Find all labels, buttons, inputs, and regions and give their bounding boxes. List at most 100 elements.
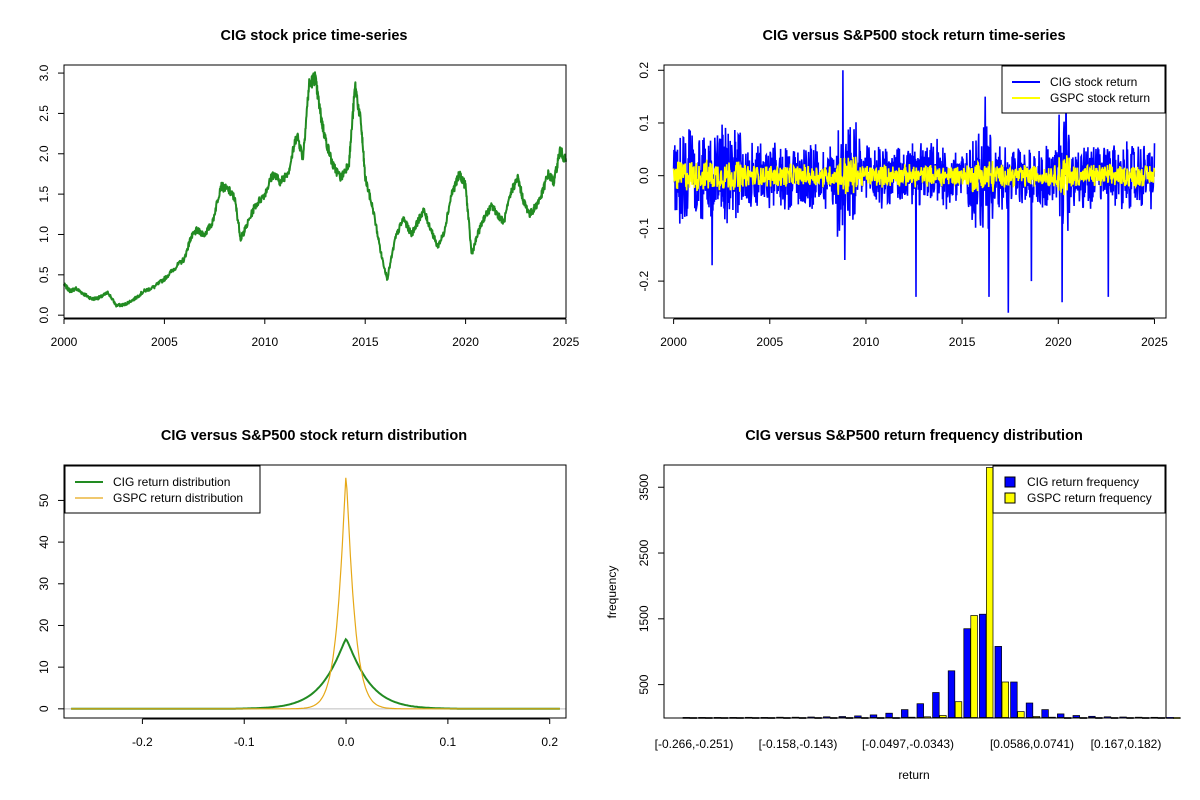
density-ytick-label: 10 bbox=[37, 660, 51, 674]
frequency-bar-cig bbox=[885, 712, 893, 718]
density-xtick-label: 0.0 bbox=[338, 735, 355, 749]
density-ytick-label: 20 bbox=[37, 618, 51, 632]
returns-chart-panel: CIG versus S&P500 stock return time-seri… bbox=[637, 28, 1168, 349]
density-ytick-label: 40 bbox=[37, 535, 51, 549]
frequency-bar-gspc bbox=[954, 701, 963, 718]
frequency-legend-swatch bbox=[1004, 492, 1016, 504]
frequency-ytick-label: 500 bbox=[637, 674, 651, 694]
price-xtick-label: 2015 bbox=[352, 335, 379, 349]
frequency-bar-cig bbox=[854, 715, 862, 718]
frequency-bar-cig bbox=[1010, 681, 1018, 718]
returns-xtick-label: 2025 bbox=[1141, 335, 1168, 349]
returns-xtick-label: 2020 bbox=[1045, 335, 1072, 349]
frequency-legend-box bbox=[992, 465, 1166, 514]
price-ytick-label: 0.0 bbox=[37, 307, 51, 324]
frequency-xtick-label: [-0.158,-0.143) bbox=[759, 737, 838, 751]
frequency-bar-cig bbox=[963, 628, 971, 718]
returns-ytick-label: -0.1 bbox=[637, 218, 651, 239]
frequency-bar-cig bbox=[838, 716, 846, 718]
frequency-bar-cig bbox=[979, 613, 987, 718]
price-xtick-label: 2000 bbox=[51, 335, 78, 349]
frequency-bar-gspc bbox=[1001, 681, 1009, 718]
frequency-chart-panel: CIG versus S&P500 return frequency distr… bbox=[605, 428, 1181, 782]
returns-legend-box bbox=[1001, 65, 1166, 114]
price-chart-axes: 2000 2005 2010 2015 2020 2025 0.0 0.5 1.0 1.5 2.0 2… bbox=[37, 64, 580, 349]
frequency-bar-cig bbox=[901, 709, 909, 718]
price-ytick-label: 2.0 bbox=[37, 145, 51, 162]
density-xtick-label: 0.1 bbox=[440, 735, 457, 749]
frequency-bar-gspc bbox=[1173, 717, 1181, 719]
density-xtick-label: -0.1 bbox=[234, 735, 255, 749]
frequency-chart-xlabel: return bbox=[898, 768, 929, 782]
density-chart-title: CIG versus S&P500 stock return distribut… bbox=[161, 428, 467, 444]
returns-ytick-label: 0.2 bbox=[637, 62, 651, 79]
frequency-chart-ylabel: frequency bbox=[605, 566, 619, 619]
frequency-bar-gspc bbox=[1017, 711, 1025, 718]
frequency-bar-cig bbox=[994, 646, 1002, 718]
price-chart-title: CIG stock price time-series bbox=[221, 28, 408, 44]
frequency-legend-swatch bbox=[1004, 476, 1016, 488]
price-xtick-label: 2010 bbox=[251, 335, 278, 349]
density-chart-legend: CIG return distribution GSPC return distr… bbox=[64, 465, 261, 514]
density-legend-label: GSPC return distribution bbox=[113, 491, 243, 505]
frequency-xtick-label: [0.167,0.182) bbox=[1091, 737, 1162, 751]
frequency-bar-cig bbox=[869, 714, 878, 718]
frequency-bar-gspc bbox=[986, 467, 994, 718]
returns-ytick-label: 0.0 bbox=[637, 167, 651, 184]
density-chart-panel: CIG versus S&P500 stock return distribut… bbox=[37, 428, 567, 749]
price-ytick-label: 1.0 bbox=[37, 226, 51, 243]
frequency-ytick-label: 1500 bbox=[637, 605, 651, 632]
returns-legend-label: CIG stock return bbox=[1050, 75, 1137, 89]
frequency-bar-cig bbox=[947, 670, 956, 718]
returns-xtick-label: 2005 bbox=[756, 335, 783, 349]
returns-chart-axes: 2000 2005 2010 2015 2020 2025 -0.2 -0.1 0.0 0.1 0.… bbox=[637, 62, 1168, 349]
frequency-ytick-label: 2500 bbox=[637, 539, 651, 566]
frequency-legend-label: CIG return frequency bbox=[1027, 475, 1139, 489]
frequency-xtick-label: [0.0586,0.0741) bbox=[990, 737, 1074, 751]
frequency-bar-cig bbox=[932, 692, 940, 718]
density-xtick-label: 0.2 bbox=[541, 735, 558, 749]
density-legend-label: CIG return distribution bbox=[113, 475, 230, 489]
price-ytick-label: 1.5 bbox=[37, 185, 51, 202]
frequency-bar-cig bbox=[1057, 713, 1065, 718]
price-series-line bbox=[63, 71, 567, 308]
density-ytick-label: 30 bbox=[37, 577, 51, 591]
price-ytick-label: 2.5 bbox=[37, 105, 51, 122]
returns-ytick-label: 0.1 bbox=[637, 114, 651, 131]
frequency-bar-cig bbox=[1041, 709, 1049, 718]
frequency-bar-gspc bbox=[1032, 716, 1041, 718]
frequency-bar-gspc bbox=[970, 615, 978, 718]
returns-xtick-label: 2010 bbox=[853, 335, 880, 349]
returns-series-gspc-line bbox=[672, 155, 1156, 196]
returns-chart-marks bbox=[672, 70, 1156, 313]
frequency-bar-cig bbox=[1088, 715, 1096, 718]
frequency-bar-gspc bbox=[939, 715, 947, 718]
returns-xtick-label: 2015 bbox=[949, 335, 976, 349]
price-chart-marks bbox=[63, 71, 567, 308]
frequency-ytick-label: 3500 bbox=[637, 474, 651, 501]
returns-chart-legend: CIG stock return GSPC stock return bbox=[1001, 65, 1166, 114]
price-chart-panel: CIG stock price time-series 2000 2005 2010… bbox=[37, 28, 580, 349]
price-ytick-label: 3.0 bbox=[37, 64, 51, 81]
density-xtick-label: -0.2 bbox=[132, 735, 153, 749]
density-series-gspc-line bbox=[71, 477, 560, 710]
frequency-chart-legend: CIG return frequency GSPC return frequenc… bbox=[992, 465, 1166, 514]
price-xtick-label: 2020 bbox=[452, 335, 479, 349]
price-ytick-label: 0.5 bbox=[37, 266, 51, 283]
density-ytick-label: 0 bbox=[37, 705, 51, 712]
density-chart-marks bbox=[64, 477, 566, 710]
frequency-bar-cig bbox=[1166, 717, 1174, 719]
frequency-bar-cig bbox=[1025, 702, 1034, 718]
density-legend-box bbox=[64, 465, 261, 514]
returns-xtick-label: 2000 bbox=[660, 335, 687, 349]
frequency-chart-axes: 500 1500 2500 3500 [-0.266,-0.251) [-0.158,-0… bbox=[637, 474, 1161, 751]
frequency-xtick-label: [-0.266,-0.251) bbox=[655, 737, 734, 751]
frequency-xtick-label: [-0.0497,-0.0343) bbox=[862, 737, 954, 751]
returns-ytick-label: -0.2 bbox=[637, 270, 651, 291]
density-ytick-label: 50 bbox=[37, 493, 51, 507]
frequency-bar-cig bbox=[1072, 715, 1080, 718]
returns-chart-title: CIG versus S&P500 stock return time-seri… bbox=[762, 28, 1065, 44]
price-xtick-label: 2025 bbox=[553, 335, 580, 349]
price-xtick-label: 2005 bbox=[151, 335, 178, 349]
